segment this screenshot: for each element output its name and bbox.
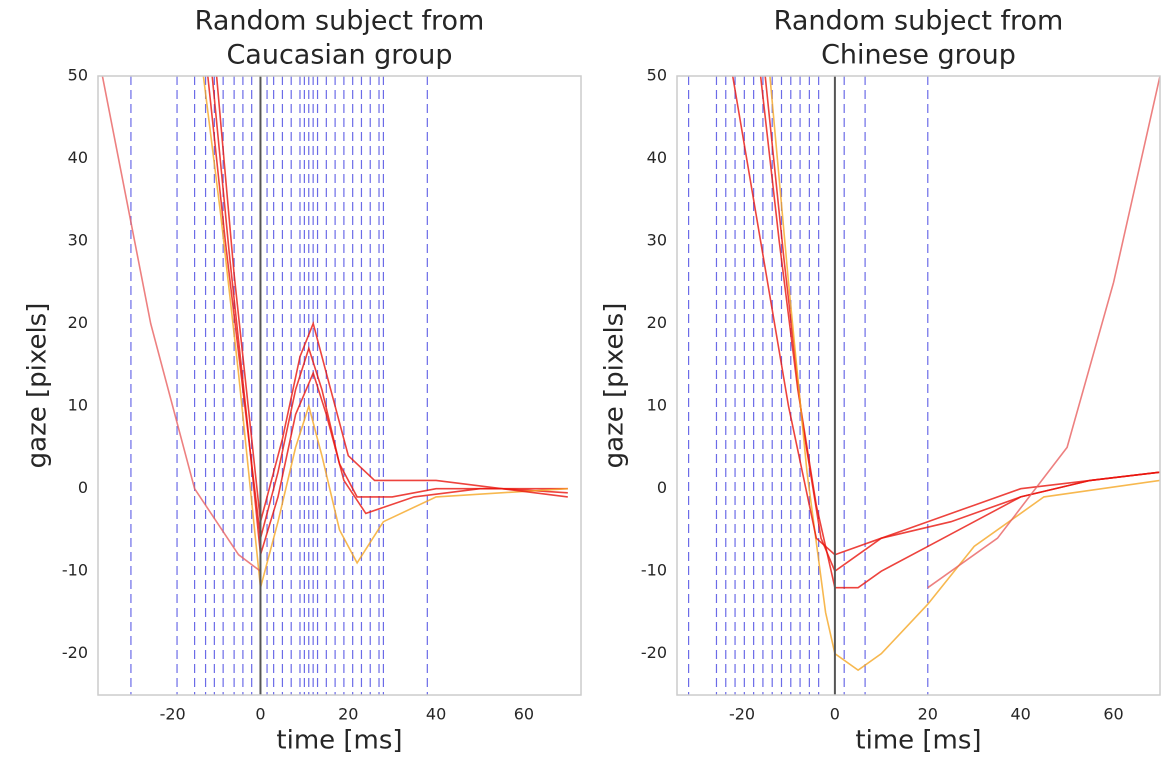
y-tick-label: 30 [68,231,88,250]
chart-title: Random subject from [195,6,485,37]
y-tick-label: -20 [62,643,88,662]
trace [927,76,1160,589]
y-tick-label: 50 [68,66,88,85]
y-tick-label: 0 [657,478,667,497]
x-axis-label: time [ms] [276,726,402,756]
x-tick-label: 60 [1103,705,1123,724]
x-tick-label: -20 [729,705,755,724]
panel: -20 0 20 40 60 -20 -10 0 10 20 30 40 50 Random subjec… [600,6,1161,756]
trace [764,76,1160,573]
axes-frame [97,75,582,696]
x-tick-label: 20 [338,705,358,724]
y-tick-label: 20 [68,313,88,332]
x-tick-label: 0 [830,705,840,724]
y-tick-label: 10 [68,396,88,415]
plot-area [101,76,568,695]
y-tick-label: 40 [68,148,88,167]
trace [731,76,1160,556]
axes-frame [676,75,1161,696]
trace [202,76,568,588]
y-tick-label: -10 [641,561,667,580]
x-tick-label: 40 [426,705,446,724]
y-tick-label: 40 [647,148,667,167]
x-tick-label: 20 [918,705,938,724]
y-tick-label: -10 [62,561,88,580]
plot-area [688,76,1160,695]
chart-title: Caucasian group [226,40,452,71]
y-axis-label: gaze [pixels] [600,303,630,469]
x-tick-label: -20 [160,705,186,724]
x-tick-label: 40 [1010,705,1030,724]
chart-title: Chinese group [821,40,1016,71]
panel: -20 0 20 40 60 -20 -10 0 10 20 30 40 50 Random subjec… [23,6,582,756]
y-tick-label: -20 [641,643,667,662]
y-tick-label: 0 [78,478,88,497]
x-tick-label: 60 [514,705,534,724]
trace [101,76,261,572]
y-tick-label: 50 [647,66,667,85]
y-tick-label: 20 [647,313,667,332]
y-tick-label: 10 [647,396,667,415]
trace [215,76,568,522]
x-axis-label: time [ms] [855,726,981,756]
trace [769,76,1160,672]
x-tick-label: 0 [255,705,265,724]
chart-title: Random subject from [774,6,1064,37]
y-axis-label: gaze [pixels] [23,303,53,469]
trace [207,76,568,539]
trace [211,76,568,555]
y-tick-label: 30 [647,231,667,250]
